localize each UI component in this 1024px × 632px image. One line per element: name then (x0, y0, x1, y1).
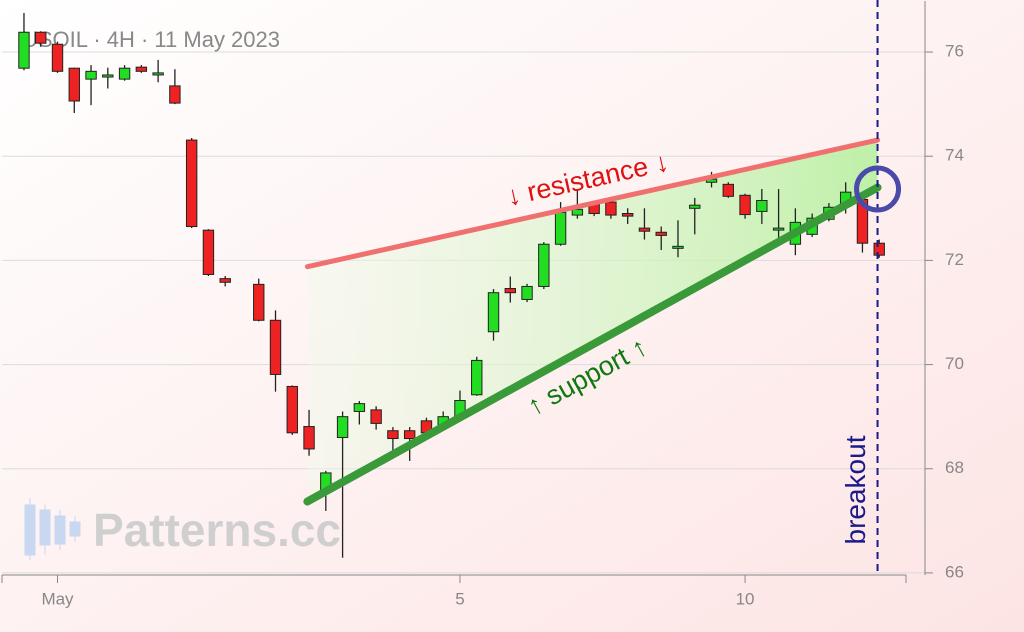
candle-body (18, 31, 30, 69)
y-tick-label: 70 (945, 354, 964, 373)
candle-body (370, 409, 382, 424)
candle-body (219, 278, 231, 283)
trendline (304, 137, 881, 270)
candle-body (253, 283, 265, 321)
watermark: Patterns.cc (93, 504, 341, 556)
breakout-label: breakout (840, 435, 871, 544)
candle-body (135, 66, 148, 72)
candle-body (85, 70, 97, 80)
candle-body (538, 243, 550, 287)
candle-body (621, 213, 634, 217)
candle-body (152, 72, 164, 76)
candle-body (35, 31, 47, 44)
candle-body (269, 319, 282, 375)
candle-body (655, 231, 667, 236)
y-tick-label: 74 (945, 146, 964, 165)
breakout-highlight (854, 165, 902, 213)
candle-body (118, 67, 131, 80)
candle-body (554, 211, 567, 245)
candle-body (387, 430, 399, 440)
candle-body (286, 385, 298, 434)
candle-body (353, 403, 366, 412)
candle-body (873, 242, 885, 256)
x-tick-label: May (41, 589, 74, 608)
y-tick-label: 76 (945, 42, 964, 61)
candle-body (68, 67, 80, 102)
y-tick-label: 68 (945, 458, 964, 477)
candle-body (756, 199, 768, 212)
chart-title: USOIL · 4H · 11 May 2023 (22, 27, 280, 52)
candle-body (51, 43, 64, 72)
candle-body (169, 85, 181, 104)
candle-body (772, 227, 785, 231)
candle-body (722, 183, 734, 197)
candle-body (202, 229, 215, 275)
wedge-fill (307, 140, 878, 502)
x-tick-label: 5 (455, 589, 464, 608)
candle-body (672, 245, 684, 249)
trendline (303, 183, 882, 506)
y-tick-label: 66 (945, 562, 964, 581)
candle-body (689, 204, 701, 209)
candle-body (403, 430, 416, 440)
candle-body (638, 227, 651, 232)
candle-body (739, 194, 751, 216)
x-tick-label: 10 (736, 589, 755, 608)
candle-body (504, 288, 516, 294)
candle-body (571, 208, 584, 216)
candle-body (605, 201, 617, 216)
candle-body (521, 285, 533, 300)
candle-body (336, 416, 349, 438)
candle-body (102, 74, 114, 78)
candle-body (303, 426, 315, 450)
watermark-icon (24, 498, 81, 560)
candle-body (487, 292, 500, 333)
candle-body (471, 359, 483, 396)
candle-body (185, 139, 198, 228)
y-tick-label: 72 (945, 250, 964, 269)
